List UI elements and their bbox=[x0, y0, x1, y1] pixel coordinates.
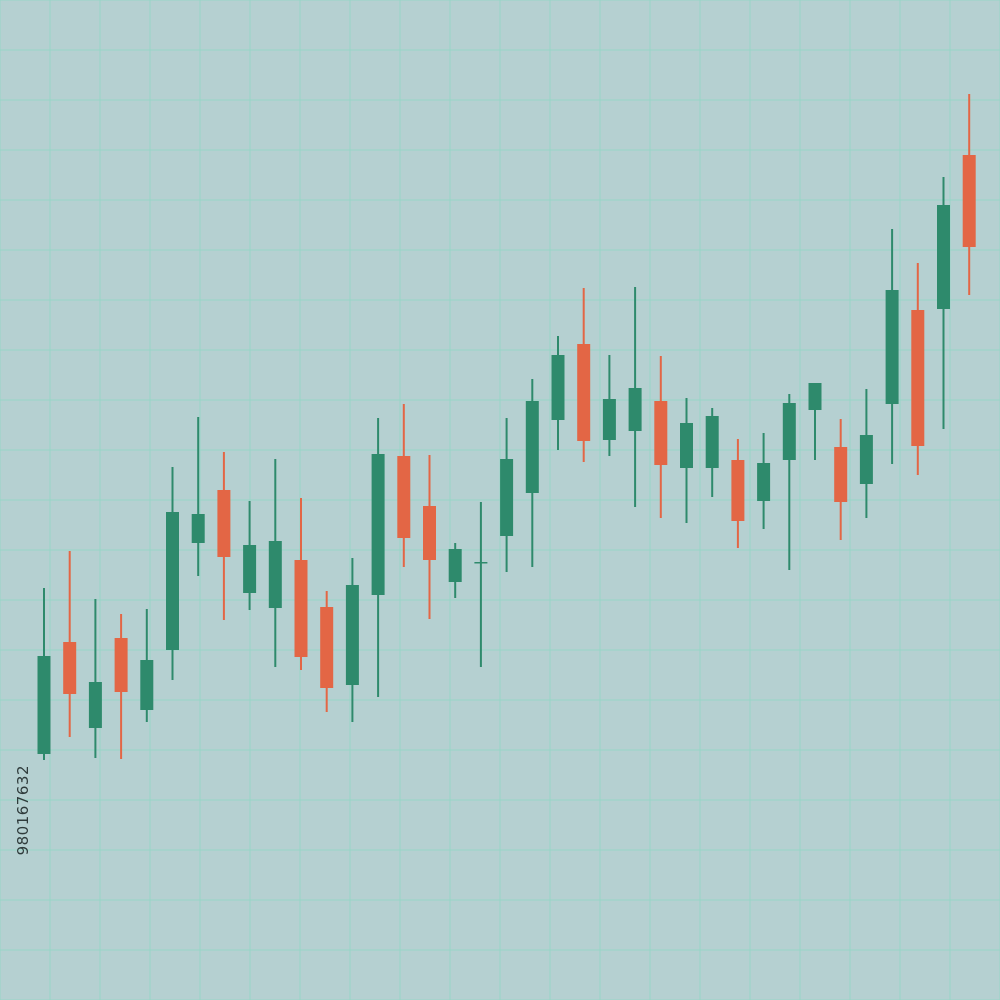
candle-body bbox=[37, 656, 51, 754]
candle-body bbox=[114, 638, 128, 692]
candle-21 bbox=[551, 336, 565, 450]
candle-body bbox=[268, 541, 282, 608]
candle-2 bbox=[63, 551, 77, 737]
candle-body bbox=[602, 399, 616, 440]
candle-body bbox=[680, 423, 693, 468]
candle-26 bbox=[680, 398, 693, 523]
candle-37 bbox=[962, 94, 976, 295]
candle-body bbox=[294, 560, 308, 657]
candle-13 bbox=[345, 558, 359, 722]
candle-1 bbox=[37, 588, 51, 760]
candle-body bbox=[782, 403, 796, 460]
candle-body bbox=[243, 545, 257, 593]
candle-31 bbox=[808, 383, 822, 460]
candle-body bbox=[166, 512, 179, 650]
candle-body bbox=[500, 459, 514, 536]
candle-32 bbox=[834, 419, 848, 540]
candle-body bbox=[808, 383, 822, 410]
candle-18 bbox=[474, 502, 488, 667]
candle-34 bbox=[885, 229, 899, 464]
candle-body bbox=[191, 514, 205, 543]
candle-28 bbox=[731, 439, 745, 548]
candle-3 bbox=[88, 599, 102, 758]
candle-16 bbox=[423, 455, 436, 619]
candle-body bbox=[834, 447, 848, 502]
candle-10 bbox=[268, 459, 282, 667]
candle-body bbox=[731, 460, 745, 521]
candle-17 bbox=[448, 543, 462, 598]
candle-body bbox=[448, 549, 462, 582]
candle-5 bbox=[140, 609, 154, 722]
candle-body bbox=[88, 682, 102, 728]
candle-30 bbox=[782, 394, 796, 570]
candle-body bbox=[345, 585, 359, 685]
candle-body bbox=[397, 456, 411, 538]
candle-body bbox=[911, 310, 925, 446]
candle-4 bbox=[114, 614, 128, 759]
candle-36 bbox=[937, 177, 950, 429]
candle-body bbox=[628, 388, 642, 431]
candle-29 bbox=[757, 433, 771, 529]
candle-11 bbox=[294, 498, 308, 670]
candle-body bbox=[962, 155, 976, 247]
candle-body bbox=[217, 490, 231, 557]
candle-6 bbox=[166, 467, 179, 680]
candle-body bbox=[885, 290, 899, 404]
candle-23 bbox=[602, 355, 616, 456]
candle-body bbox=[371, 454, 385, 595]
candle-body bbox=[654, 401, 668, 465]
candle-35 bbox=[911, 263, 925, 475]
candle-22 bbox=[577, 288, 591, 462]
candle-19 bbox=[500, 418, 514, 572]
candle-33 bbox=[859, 389, 873, 518]
candle-14 bbox=[371, 418, 385, 697]
candle-15 bbox=[397, 404, 411, 567]
image-id-watermark: 980167632 bbox=[14, 765, 32, 856]
candle-7 bbox=[191, 417, 205, 576]
candle-body bbox=[577, 344, 591, 441]
candle-body bbox=[140, 660, 154, 710]
candle-25 bbox=[654, 356, 668, 518]
candle-body bbox=[423, 506, 436, 560]
candle-20 bbox=[525, 379, 539, 567]
candle-27 bbox=[705, 408, 719, 497]
candle-body bbox=[474, 562, 488, 564]
candles bbox=[37, 94, 976, 760]
candle-body bbox=[525, 401, 539, 493]
candle-body bbox=[757, 463, 771, 501]
candle-8 bbox=[217, 452, 231, 620]
candle-body bbox=[859, 435, 873, 484]
candle-9 bbox=[243, 501, 257, 610]
candle-body bbox=[551, 355, 565, 420]
candle-24 bbox=[628, 287, 642, 507]
candle-12 bbox=[320, 591, 334, 712]
candle-body bbox=[705, 416, 719, 468]
candle-body bbox=[63, 642, 77, 694]
candle-body bbox=[937, 205, 950, 309]
candle-body bbox=[320, 607, 334, 688]
